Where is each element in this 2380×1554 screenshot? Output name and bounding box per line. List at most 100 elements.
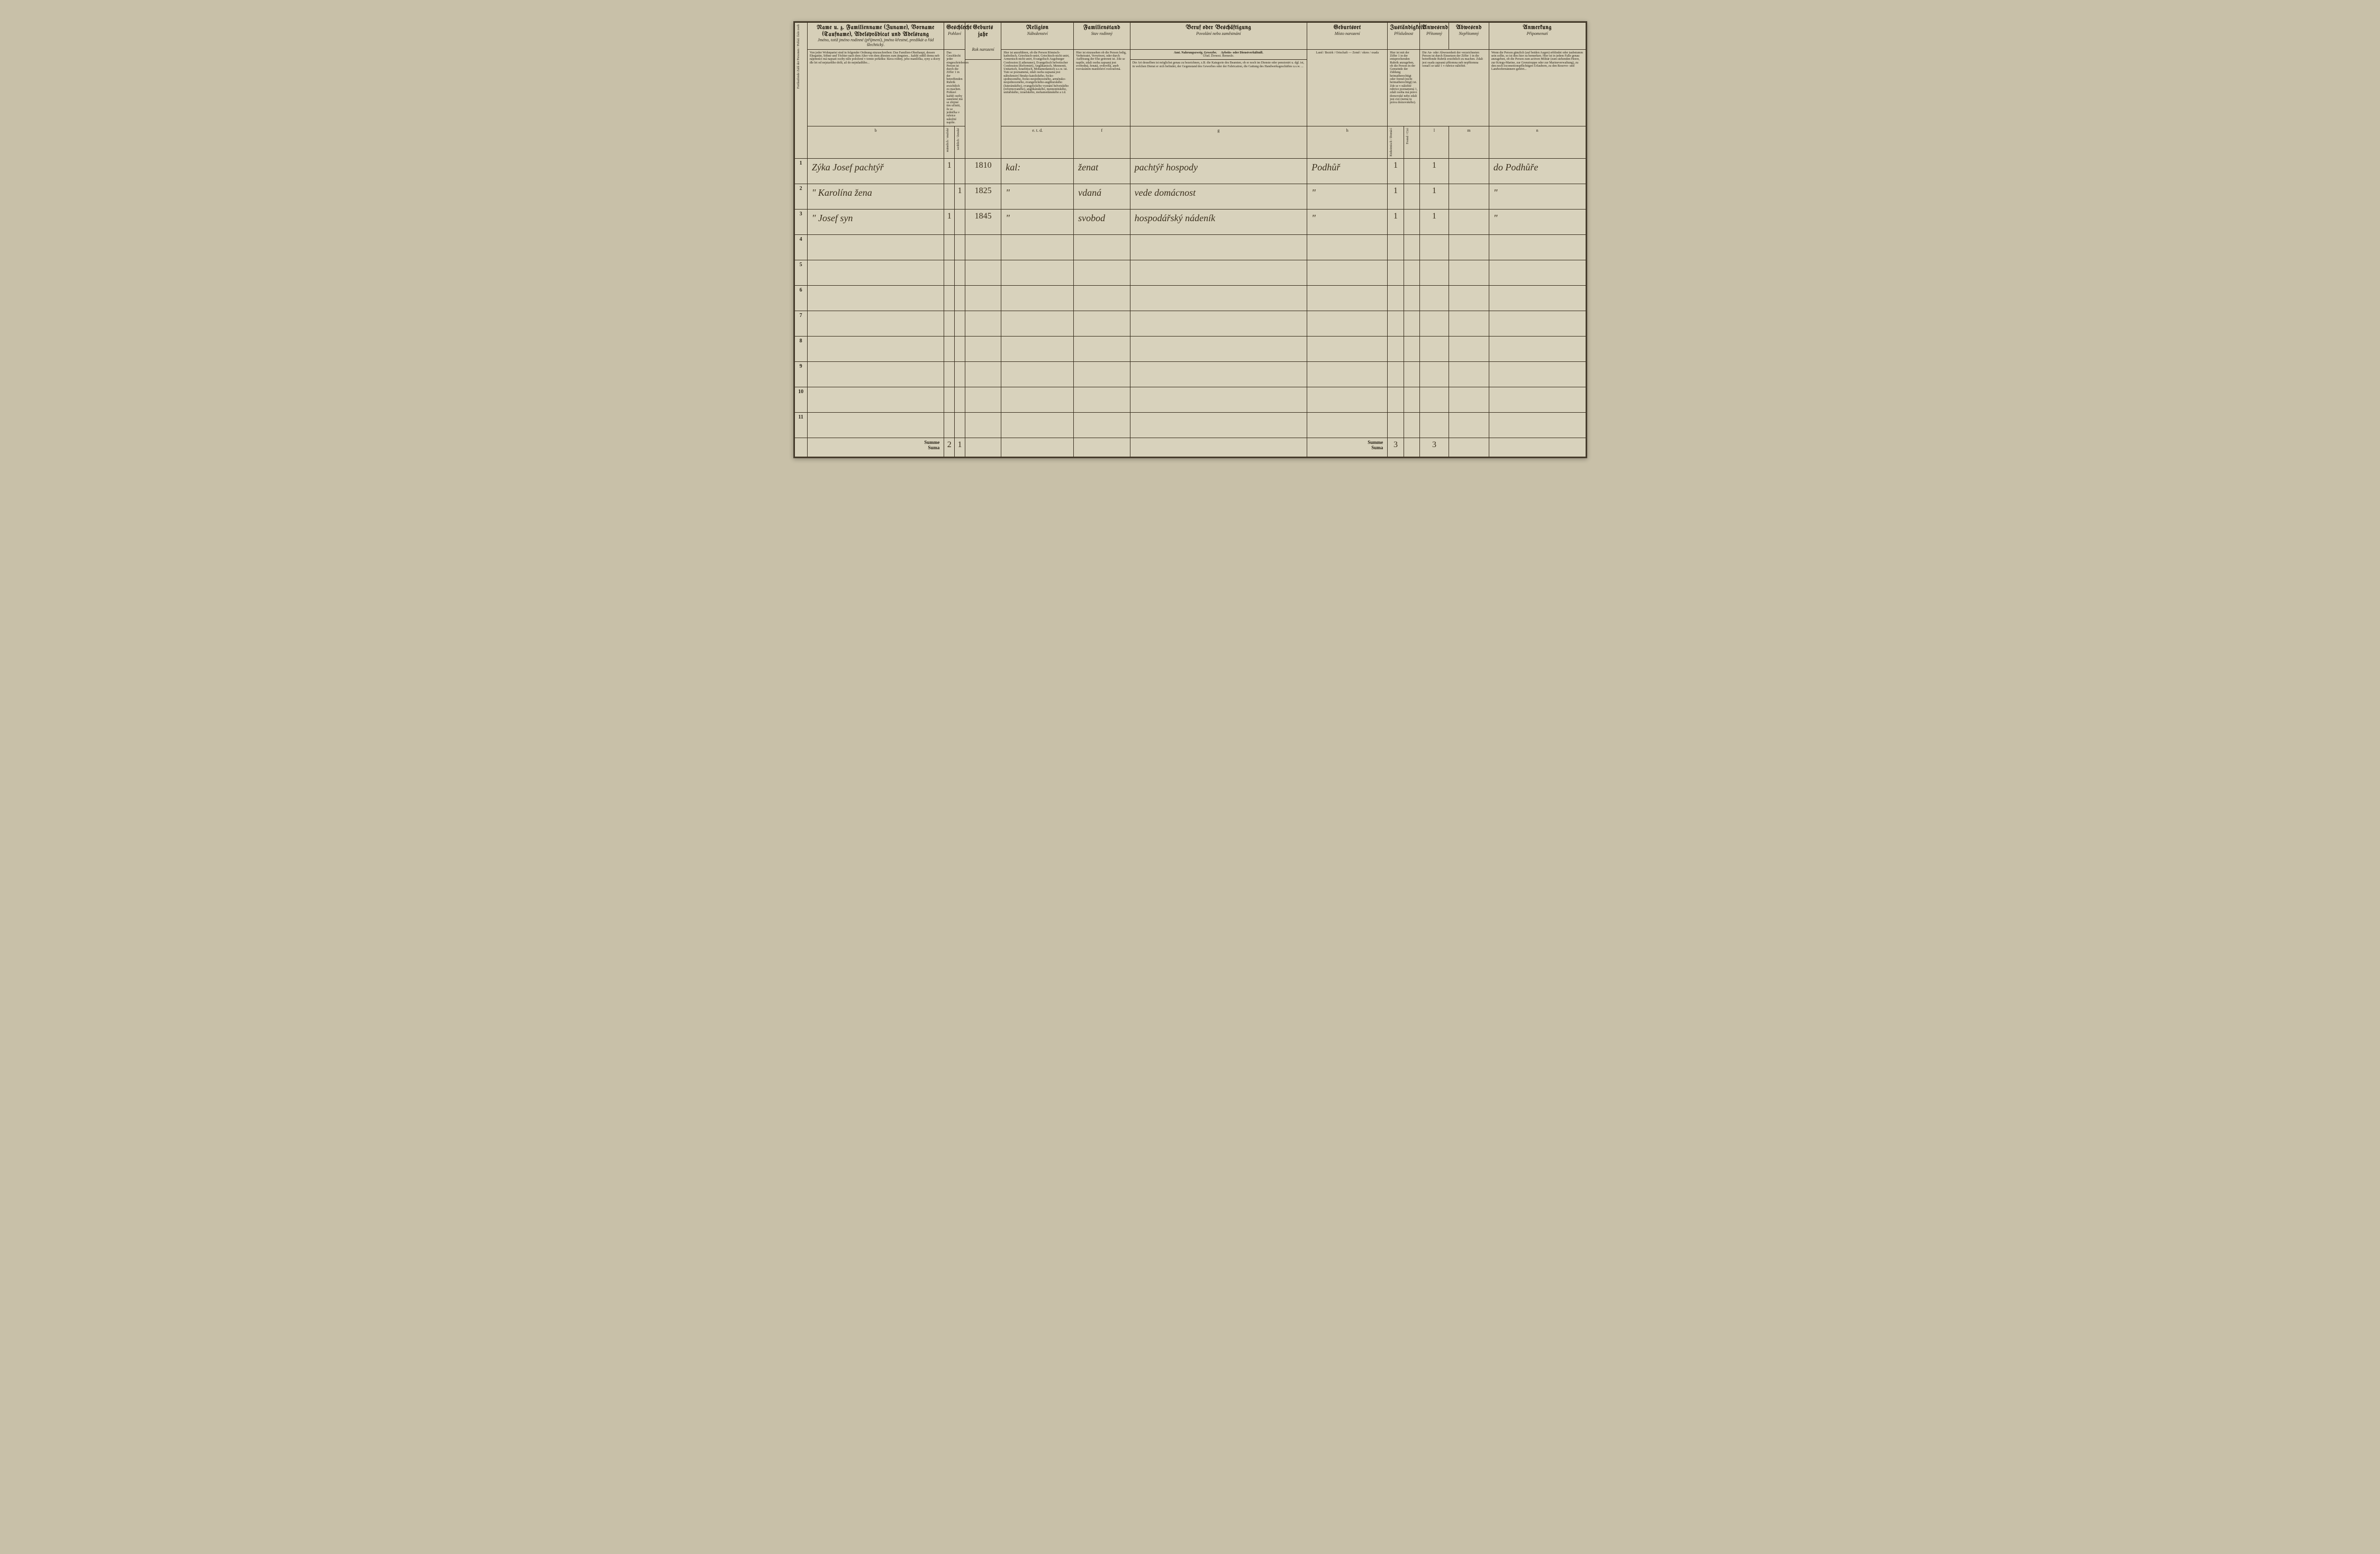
- hdr-rownum: Fortlaufende Zahl der Personen / Pořád. …: [794, 23, 807, 159]
- hdr-occ-instr: Die Art desselben ist möglichst genau zu…: [1130, 60, 1307, 126]
- cell-occ: pachtýř hospody: [1130, 158, 1307, 184]
- cell-abw: [1449, 209, 1489, 234]
- cell-anw: 1: [1420, 184, 1449, 209]
- hdr-zust-cz: Příslušnost: [1390, 31, 1417, 36]
- hdr-zust-instr: Hier ist mit der Ziffer 1 in der entspre…: [1388, 49, 1420, 126]
- table-row-empty: 9: [794, 361, 1586, 387]
- table-header: Fortlaufende Zahl der Personen / Pořád. …: [794, 23, 1586, 159]
- cell-relig: ": [1001, 184, 1074, 209]
- cell-birth: ": [1307, 184, 1388, 209]
- census-table: Fortlaufende Zahl der Personen / Pořád. …: [794, 22, 1586, 457]
- row-num: 5: [794, 260, 807, 285]
- cell-stand: svobod: [1074, 209, 1130, 234]
- cell-name: " Josef syn: [807, 209, 944, 234]
- hdr-anw-instr: Die An- oder Abwesenheit der verzeichnet…: [1420, 49, 1489, 126]
- cell-anw: 1: [1420, 158, 1449, 184]
- cell-sex-m: 1: [944, 158, 955, 184]
- hdr-name: Name u. z. Familienname (Zuname), Vornam…: [807, 23, 944, 50]
- hdr-note-instr: Wenn die Person gänzlich (auf beiden Aug…: [1489, 49, 1586, 126]
- cell-birth: Podhůř: [1307, 158, 1388, 184]
- cell-name: Zýka Josef pachtýř: [807, 158, 944, 184]
- table-row-empty: 7: [794, 311, 1586, 336]
- hdr-abw: Abwesend Nepřítomný: [1449, 23, 1489, 50]
- letter-h: h: [1307, 126, 1388, 159]
- hdr-occ-sub1-cz: Úřad. Živnost. Řemeslo.: [1203, 54, 1234, 58]
- hdr-abw-de: Abwesend: [1451, 24, 1487, 31]
- cell-note: do Podhůře: [1489, 158, 1586, 184]
- cell-sex-f: [955, 209, 965, 234]
- cell-note: ": [1489, 209, 1586, 234]
- table-row-empty: 6: [794, 285, 1586, 311]
- cell-relig: kal:: [1001, 158, 1074, 184]
- cell-occ: vede domácnost: [1130, 184, 1307, 209]
- hdr-stand-de: Familienstand: [1076, 24, 1127, 31]
- hdr-birth: Geburtsort Místo narození: [1307, 23, 1388, 50]
- hdr-sex-de: Geschlecht: [946, 24, 963, 31]
- row-num: 9: [794, 361, 807, 387]
- cell-stand: vdaná: [1074, 184, 1130, 209]
- hdr-stand-cz: Stav rodinný: [1076, 31, 1127, 36]
- letter-l: l: [1420, 126, 1449, 159]
- hdr-name-cz: Jméno, totiž jméno rodinné (příjmení), j…: [810, 38, 942, 47]
- hdr-birth-cz: Místo narození: [1309, 31, 1385, 36]
- cell-zust-a: 1: [1388, 184, 1404, 209]
- hdr-sex-f: weiblich / ženské: [955, 126, 965, 159]
- cell-sex-f: [955, 158, 965, 184]
- hdr-relig-cz: Náboženství: [1003, 31, 1071, 36]
- hdr-year-de: Geburts jahr: [967, 24, 999, 38]
- sum-label-2: SummeSuma: [1307, 438, 1388, 457]
- letter-n: n: [1489, 126, 1586, 159]
- cell-occ: hospodářský nádeník: [1130, 209, 1307, 234]
- table-row: 2" Karolína žena11825"vdanávede domácnos…: [794, 184, 1586, 209]
- hdr-anw-cz: Přítomný: [1422, 31, 1446, 36]
- cell-relig: ": [1001, 209, 1074, 234]
- hdr-zust-b: Fremd / Cizí: [1404, 126, 1419, 159]
- hdr-sex-instr: Das Geschlecht jeder eingeschriebenen Pe…: [944, 49, 965, 126]
- hdr-zust: Zuständigkeit Příslušnost: [1388, 23, 1420, 50]
- hdr-stand: Familienstand Stav rodinný: [1074, 23, 1130, 50]
- hdr-note: Anmerkung Připomenutí: [1489, 23, 1586, 50]
- hdr-note-cz: Připomenutí: [1491, 31, 1583, 36]
- cell-sex-m: [944, 184, 955, 209]
- cell-note: ": [1489, 184, 1586, 209]
- letter-m: m: [1449, 126, 1489, 159]
- table-row-empty: 10: [794, 387, 1586, 412]
- cell-sex-f: 1: [955, 184, 965, 209]
- hdr-year-blank: [965, 60, 1001, 159]
- cell-year: 1825: [965, 184, 1001, 209]
- hdr-occ-sub1-de: Amt. Nahrungszweig. Gewerbe.: [1174, 51, 1217, 54]
- table-row-empty: 4: [794, 234, 1586, 260]
- cell-anw: 1: [1420, 209, 1449, 234]
- cell-zust-b: [1404, 184, 1419, 209]
- letter-b: b: [807, 126, 944, 159]
- cell-zust-a: 1: [1388, 209, 1404, 234]
- table-row-empty: 11: [794, 412, 1586, 438]
- hdr-zust-a: Einheimisch / Domácí: [1388, 126, 1404, 159]
- hdr-relig: Religion Náboženství: [1001, 23, 1074, 50]
- row-num: 2: [794, 184, 807, 209]
- hdr-sex-cz: Pohlaví: [946, 31, 963, 36]
- sum-label: SummeSuma: [807, 438, 944, 457]
- hdr-zust-de: Zuständigkeit: [1390, 24, 1417, 31]
- sum-sex-f: 1: [955, 438, 965, 457]
- hdr-relig-instr: Hier ist anzuführen, ob die Person Römis…: [1001, 49, 1074, 126]
- row-num: 4: [794, 234, 807, 260]
- cell-abw: [1449, 158, 1489, 184]
- table-row-sum: SummeSuma21SummeSuma33: [794, 438, 1586, 457]
- cell-zust-b: [1404, 209, 1419, 234]
- hdr-name-instr: Von jeder Wohnpartei sind in folgender O…: [807, 49, 944, 126]
- row-num: 11: [794, 412, 807, 438]
- row-num: 10: [794, 387, 807, 412]
- hdr-birth-de: Geburtsort: [1309, 24, 1385, 31]
- cell-stand: ženat: [1074, 158, 1130, 184]
- cell-zust-b: [1404, 158, 1419, 184]
- hdr-occ-sub2-de: Arbeits- oder Dienstverhältniß.: [1221, 51, 1263, 54]
- row-num: 3: [794, 209, 807, 234]
- row-num: 6: [794, 285, 807, 311]
- cell-abw: [1449, 184, 1489, 209]
- letter-e: e. t. d.: [1001, 126, 1074, 159]
- hdr-occ-de: Beruf oder Beschäftigung: [1133, 24, 1305, 31]
- table-body: 1Zýka Josef pachtýř11810kal:ženatpachtýř…: [794, 158, 1586, 457]
- hdr-anw: Anwesend Přítomný: [1420, 23, 1449, 50]
- row-num: 7: [794, 311, 807, 336]
